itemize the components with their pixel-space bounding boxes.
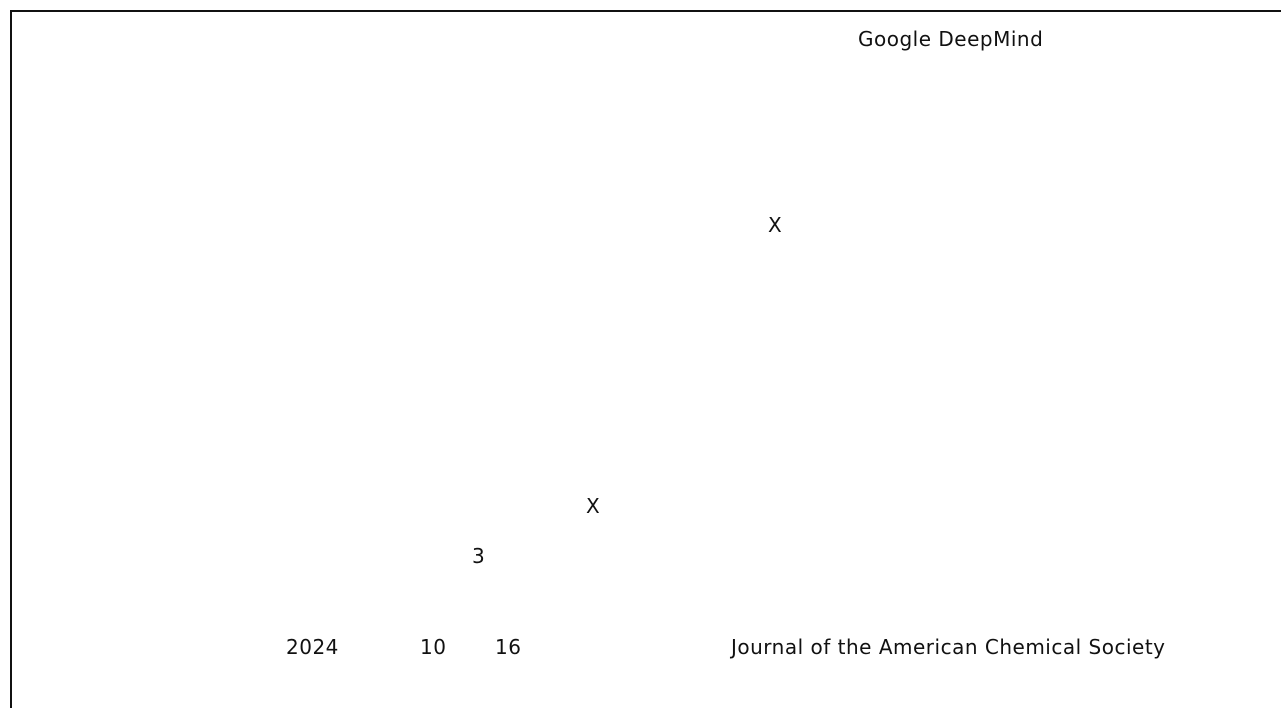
journal-name: Journal of the American Chemical Society xyxy=(731,635,1166,659)
organization-name: Google DeepMind xyxy=(858,27,1044,51)
mark-lower: X xyxy=(586,494,601,518)
mark-upper: X xyxy=(768,213,783,237)
page-frame xyxy=(10,10,1281,708)
date-month: 10 xyxy=(420,635,447,659)
number-label: 3 xyxy=(472,544,486,568)
date-year: 2024 xyxy=(286,635,339,659)
date-day: 16 xyxy=(495,635,522,659)
